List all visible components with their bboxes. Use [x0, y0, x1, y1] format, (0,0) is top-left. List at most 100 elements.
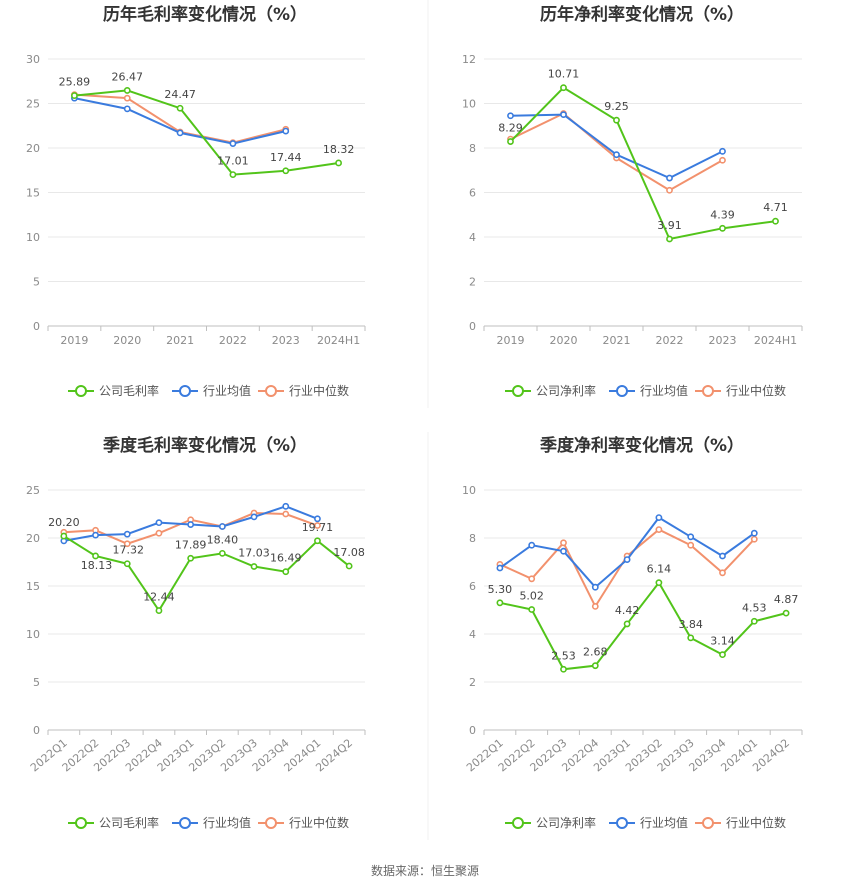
data-point	[782, 609, 790, 617]
data-point	[123, 105, 131, 113]
y-tick-label: 5	[33, 676, 40, 689]
legend-item[interactable]: 公司净利率	[505, 383, 596, 398]
legend-item[interactable]: 行业中位数	[258, 815, 349, 830]
data-point	[655, 579, 663, 587]
data-label: 18.40	[207, 533, 239, 546]
legend-item[interactable]: 行业中位数	[695, 815, 786, 830]
legend-item[interactable]: 行业中位数	[258, 383, 349, 398]
quarterly-net-margin-chart: 季度净利率变化情况（%） 02468102022Q12022Q22022Q320…	[462, 435, 803, 830]
data-point	[719, 156, 726, 164]
data-point	[687, 541, 695, 549]
legend-item[interactable]: 行业中位数	[695, 383, 786, 398]
data-label: 3.84	[678, 618, 703, 631]
data-label: 4.42	[615, 604, 640, 617]
data-point	[560, 84, 567, 92]
y-tick-label: 12	[462, 53, 476, 66]
data-point	[507, 138, 514, 145]
data-point	[528, 541, 536, 549]
data-point	[155, 607, 163, 614]
data-label: 16.49	[270, 552, 302, 565]
data-point	[528, 606, 536, 613]
y-tick-label: 4	[469, 231, 476, 244]
data-point	[123, 87, 131, 94]
data-point	[92, 531, 99, 539]
legend-marker	[265, 385, 277, 397]
data-point	[666, 186, 673, 194]
chart-title: 历年毛利率变化情况（%）	[103, 4, 307, 25]
data-point	[507, 112, 514, 120]
y-tick-label: 25	[26, 484, 40, 497]
data-label: 5.30	[488, 583, 513, 596]
legend-item[interactable]: 行业均值	[609, 815, 688, 830]
legend-item[interactable]: 行业均值	[172, 383, 251, 398]
data-label: 3.14	[710, 635, 735, 648]
data-point	[560, 539, 567, 547]
legend-label: 行业均值	[640, 383, 688, 398]
series-line	[63, 535, 350, 613]
chart-title: 季度净利率变化情况（%）	[540, 435, 744, 456]
y-tick-label: 30	[26, 53, 40, 66]
data-point	[218, 523, 226, 530]
series-line	[499, 580, 787, 671]
data-label: 8.29	[498, 122, 523, 135]
legend-item[interactable]: 公司毛利率	[68, 383, 159, 398]
data-label: 17.03	[238, 547, 270, 560]
y-tick-label: 0	[469, 724, 476, 737]
data-point	[123, 540, 131, 548]
legend-label: 行业中位数	[289, 815, 349, 830]
y-tick-label: 20	[26, 142, 40, 155]
data-point	[282, 510, 290, 518]
y-tick-label: 10	[26, 231, 40, 244]
y-tick-label: 2	[469, 276, 476, 289]
data-point	[123, 560, 131, 568]
data-point	[250, 563, 258, 570]
data-source-note: 数据来源：恒生聚源	[370, 864, 479, 878]
y-tick-label: 8	[469, 142, 476, 155]
legend-item[interactable]: 公司净利率	[505, 815, 596, 830]
data-point	[176, 104, 184, 112]
annual-gross-margin-chart: 历年毛利率变化情况（%） 0 5 10 15 20 25 30 2019 2020 2021 202…	[26, 4, 366, 398]
legend-label: 公司毛利率	[99, 815, 159, 830]
data-point	[60, 532, 68, 540]
legend-item[interactable]: 行业均值	[609, 383, 688, 398]
data-point	[123, 94, 131, 102]
data-point	[187, 521, 195, 528]
x-tick-label: 2023	[272, 334, 300, 347]
data-label: 10.71	[548, 68, 580, 81]
data-point	[750, 617, 758, 625]
data-label: 20.20	[48, 516, 80, 529]
data-point	[687, 533, 695, 541]
x-tick-label: 2021	[166, 334, 194, 347]
data-label: 25.89	[59, 76, 91, 89]
legend-label: 公司净利率	[536, 815, 596, 830]
data-point	[591, 583, 599, 591]
data-label: 26.47	[112, 70, 144, 83]
data-label: 2.53	[551, 649, 576, 662]
data-label: 17.08	[333, 546, 365, 559]
data-label: 3.91	[657, 219, 682, 232]
legend-label: 公司毛利率	[99, 383, 159, 398]
x-tick-label: 2019	[497, 334, 525, 347]
legend-item[interactable]: 公司毛利率	[68, 815, 159, 830]
legend-marker	[75, 385, 87, 397]
data-point	[623, 556, 631, 563]
data-point	[282, 167, 290, 175]
y-tick-label: 25	[26, 98, 40, 111]
data-point	[496, 599, 504, 607]
data-point	[528, 575, 536, 583]
y-tick-label: 0	[33, 320, 40, 333]
data-label: 5.02	[519, 590, 544, 603]
x-tick-label: 2024H1	[754, 334, 797, 347]
legend-marker	[179, 817, 191, 829]
data-point	[560, 665, 567, 673]
legend-item[interactable]: 行业均值	[172, 815, 251, 830]
data-label: 6.14	[647, 563, 672, 576]
data-point	[176, 129, 184, 137]
data-label: 17.01	[217, 155, 249, 168]
data-label: 2.68	[583, 646, 608, 659]
legend-marker	[179, 385, 191, 397]
data-point	[314, 537, 321, 545]
legend-label: 公司净利率	[536, 383, 596, 398]
quarterly-gross-margin-chart: 季度毛利率变化情况（%） 05101520252022Q12022Q22022Q…	[26, 435, 366, 830]
data-point	[218, 549, 226, 557]
